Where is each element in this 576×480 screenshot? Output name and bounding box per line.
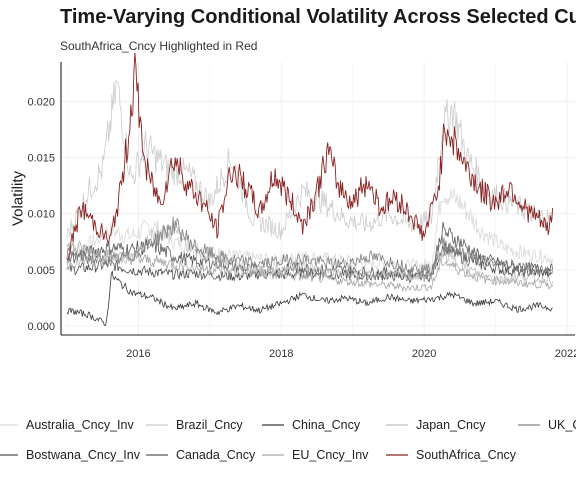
legend-label: EU_Cncy_Inv [292, 448, 369, 462]
legend-item: UK_Cncy [518, 418, 576, 432]
legend-item: China_Cncy [262, 418, 361, 432]
series-layer [67, 53, 553, 326]
x-tick-label: 2020 [412, 348, 436, 360]
legend-item: Brazil_Cncy [146, 418, 243, 432]
legend-item: SouthAfrica_Cncy [386, 448, 517, 462]
x-tick-label: 2018 [269, 348, 293, 360]
legend-label: Canada_Cncy [176, 448, 256, 462]
legend-item: Canada_Cncy [146, 448, 256, 462]
y-tick-label: 0.005 [27, 265, 55, 277]
legend-label: Japan_Cncy [416, 418, 486, 432]
legend-item: Bostwana_Cncy_Inv [0, 448, 141, 462]
legend-item: Japan_Cncy [386, 418, 486, 432]
legend-label: China_Cncy [292, 418, 361, 432]
axes: 0.000 0.005 0.010 0.015 0.020 2016 2018 2020 202… [27, 62, 576, 360]
legend-label: UK_Cncy [548, 418, 576, 432]
grid-lines [61, 62, 575, 335]
legend-label: SouthAfrica_Cncy [416, 448, 517, 462]
legend-label: Bostwana_Cncy_Inv [26, 448, 141, 462]
legend-label: Brazil_Cncy [176, 418, 243, 432]
y-tick-label: 0.010 [27, 209, 55, 221]
series-line-china-cncy [67, 272, 553, 326]
y-tick-label: 0.020 [27, 96, 55, 108]
series-line-southafrica-cncy [67, 53, 553, 260]
legend: Australia_Cncy_Inv Brazil_Cncy China_Cncy J… [0, 418, 576, 462]
x-tick-label: 2016 [126, 348, 150, 360]
y-tick-label: 0.015 [27, 152, 55, 164]
series-line-australia-cncy-inv [67, 189, 553, 272]
legend-label: Australia_Cncy_Inv [26, 418, 134, 432]
y-tick-label: 0.000 [27, 321, 55, 333]
legend-item: Australia_Cncy_Inv [0, 418, 134, 432]
legend-item: EU_Cncy_Inv [262, 448, 369, 462]
x-tick-label: 2022 [555, 348, 576, 360]
